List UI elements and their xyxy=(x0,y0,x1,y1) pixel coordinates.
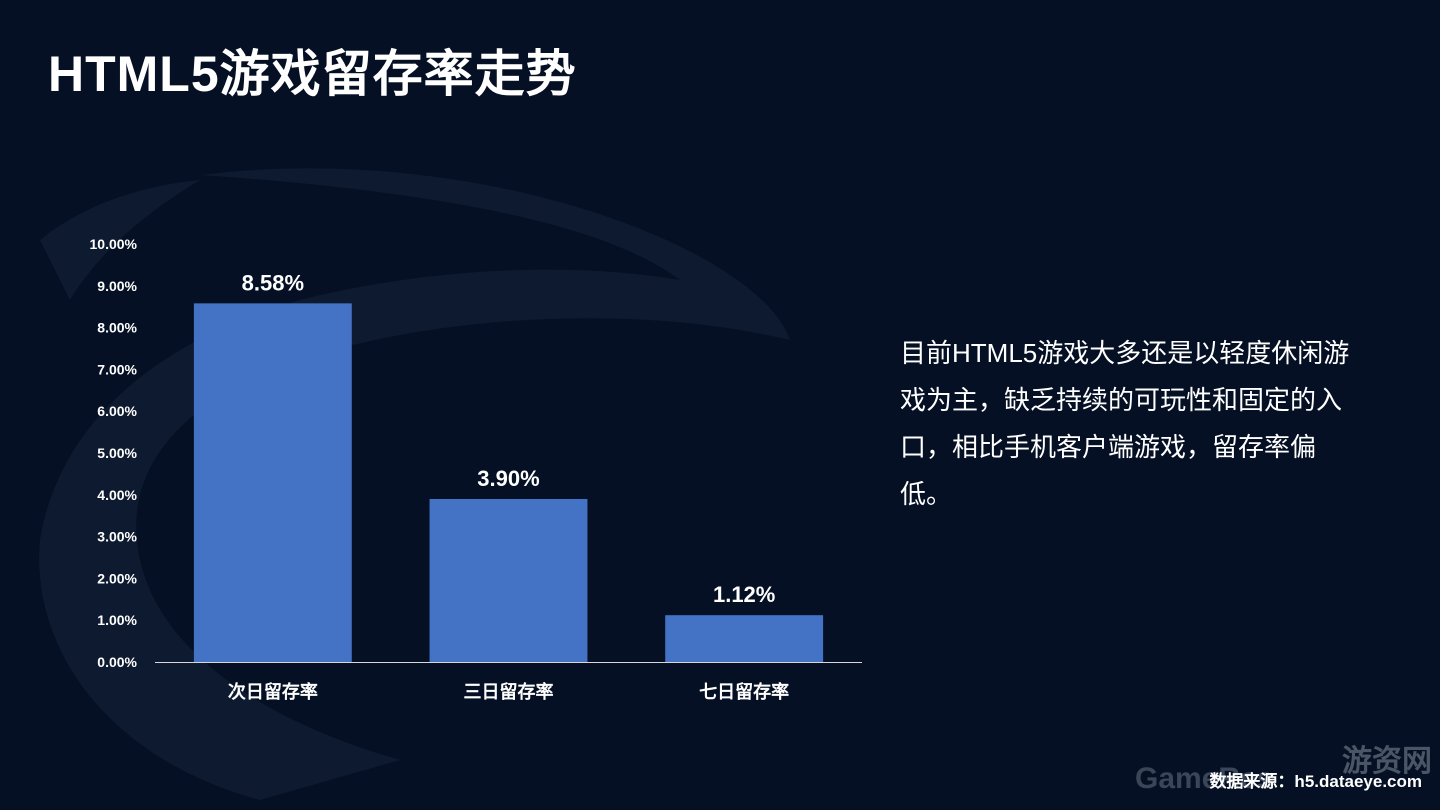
bar xyxy=(429,498,588,662)
data-label: 3.90% xyxy=(477,466,539,491)
bar xyxy=(665,615,824,662)
description-text: 目前HTML5游戏大多还是以轻度休闲游戏为主，缺乏持续的可玩性和固定的入口，相比… xyxy=(900,338,1350,509)
y-axis: 0.00% 1.00% 2.00% 3.00% 4.00% 5.00% 6.00% 7.00%… xyxy=(90,236,138,670)
y-tick-label: 10.00% xyxy=(90,236,138,252)
watermark-text: GameRes xyxy=(1135,762,1274,795)
data-label: 1.12% xyxy=(713,582,775,607)
page-title: HTML5游戏留存率走势 xyxy=(48,46,577,102)
data-label: 8.58% xyxy=(242,270,304,295)
source-text: 数据来源：h5.dataeye.com xyxy=(1209,772,1422,791)
x-tick-label: 七日留存率 xyxy=(699,681,789,702)
y-tick-label: 0.00% xyxy=(97,654,137,670)
data-labels: 8.58% 3.90% 1.12% xyxy=(242,270,776,607)
bars xyxy=(193,303,824,662)
watermark-cn-text: 游资网 xyxy=(1342,745,1432,778)
y-tick-label: 2.00% xyxy=(97,570,137,586)
x-tick-label: 三日留存率 xyxy=(464,681,554,702)
y-tick-label: 1.00% xyxy=(97,612,137,628)
y-tick-label: 3.00% xyxy=(97,529,137,545)
y-tick-label: 8.00% xyxy=(97,320,137,336)
y-tick-label: 5.00% xyxy=(97,445,137,461)
y-tick-label: 9.00% xyxy=(97,278,137,294)
y-tick-label: 7.00% xyxy=(97,361,137,377)
x-axis: 次日留存率 三日留存率 七日留存率 xyxy=(228,681,789,702)
y-tick-label: 6.00% xyxy=(97,403,137,419)
y-tick-label: 4.00% xyxy=(97,487,137,503)
x-tick-label: 次日留存率 xyxy=(228,681,318,702)
bar xyxy=(193,303,352,662)
